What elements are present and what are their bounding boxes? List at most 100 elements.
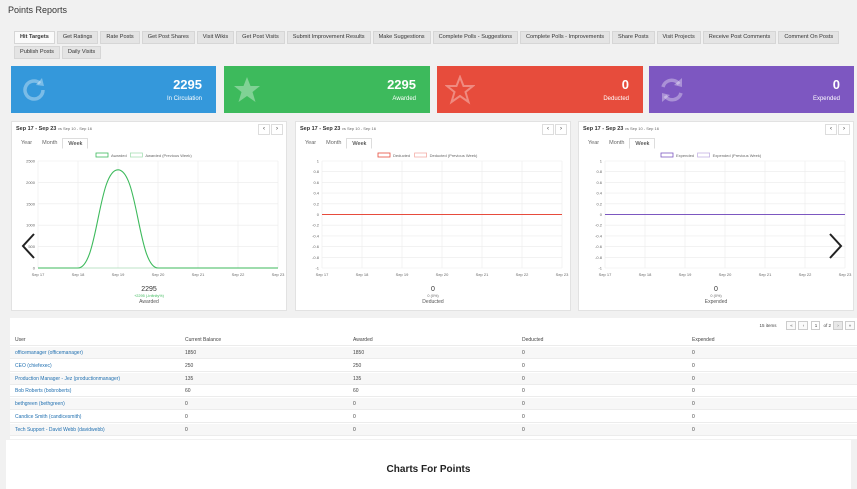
- period-tab-year[interactable]: Year: [305, 140, 317, 146]
- stat-value: 2295: [387, 77, 416, 92]
- period-tab-month[interactable]: Month: [609, 140, 625, 146]
- current-page-input[interactable]: 1: [811, 321, 821, 330]
- legend-label: Expended (Previous Week): [713, 153, 762, 158]
- summary-total: 0: [431, 286, 435, 293]
- y-tick-label: 1500: [26, 201, 36, 206]
- compare-range: vs Sep 10 - Sep 16: [57, 126, 92, 131]
- stat-label: Awarded: [392, 96, 416, 102]
- y-tick-label: 0.6: [596, 180, 602, 185]
- tab-get-ratings[interactable]: Get Ratings: [56, 31, 99, 44]
- panel-summary: 2295 +2295 (-Infinity%) Awarded: [12, 286, 286, 305]
- user-link[interactable]: Production Manager - Jez (productionmana…: [15, 375, 121, 382]
- y-tick-label: -0.6: [595, 244, 603, 249]
- stat-value: 0: [832, 77, 840, 92]
- x-tick-label: Sep 20: [152, 272, 165, 277]
- tab-rate-posts[interactable]: Rate Posts: [100, 31, 140, 44]
- tab-visit-projects[interactable]: Visit Projects: [656, 31, 701, 44]
- refresh-icon: [23, 78, 45, 101]
- table-cell: 0: [692, 362, 695, 369]
- y-tick-label: 0.6: [313, 180, 319, 185]
- tab-visit-wikis[interactable]: Visit Wikis: [196, 31, 235, 44]
- chart-panel-awarded: Sep 17 - Sep 23 vs Sep 10 - Sep 16 ‹ › Year…: [11, 121, 287, 311]
- x-tick-label: Sep 23: [839, 272, 852, 277]
- tab-complete-polls-improvements[interactable]: Complete Polls - Improvements: [520, 31, 611, 44]
- table-cell: 250: [353, 362, 362, 369]
- stat-card-in-circulation: 2295 In Circulation: [11, 66, 216, 113]
- tab-share-posts[interactable]: Share Posts: [612, 31, 655, 44]
- period-tab-week[interactable]: Week: [346, 138, 373, 149]
- period-tab-month[interactable]: Month: [42, 140, 58, 146]
- x-tick-label: Sep 20: [719, 272, 732, 277]
- user-link[interactable]: Tech Support - David Webb (davidwebb): [15, 426, 105, 433]
- stat-label: In Circulation: [166, 96, 202, 102]
- table-cell: 0: [185, 401, 188, 408]
- last-page-button[interactable]: »: [845, 321, 855, 330]
- user-link[interactable]: Candice Smith (candicesmith): [15, 414, 82, 420]
- column-header-expended[interactable]: Expended: [692, 337, 715, 343]
- tab-make-suggestions[interactable]: Make Suggestions: [372, 31, 431, 44]
- carousel-next-icon[interactable]: [826, 232, 844, 260]
- tab-submit-improvement-results[interactable]: Submit Improvement Results: [286, 31, 371, 44]
- user-link[interactable]: Bob Roberts (bobroberts): [15, 388, 72, 395]
- legend-swatch-current: [660, 152, 674, 158]
- table-cell: 0: [353, 426, 356, 433]
- legend-swatch-current: [95, 152, 109, 158]
- date-range: Sep 17 - Sep 23: [583, 126, 624, 132]
- chart-panel-expended: Sep 17 - Sep 23 vs Sep 10 - Sep 16 ‹ › Year…: [578, 121, 854, 311]
- chart-prev-button[interactable]: ‹: [258, 124, 270, 135]
- column-header-deducted[interactable]: Deducted: [522, 337, 544, 343]
- column-header-current-balance[interactable]: Current Balance: [185, 337, 222, 343]
- tab-receive-post-comments[interactable]: Receive Post Comments: [702, 31, 777, 44]
- chart-next-button[interactable]: ›: [271, 124, 283, 135]
- period-tab-week[interactable]: Week: [629, 138, 656, 149]
- first-page-button[interactable]: «: [786, 321, 797, 330]
- column-header-awarded[interactable]: Awarded: [353, 337, 373, 343]
- x-tick-label: Sep 23: [556, 272, 569, 277]
- legend-swatch-current: [377, 152, 391, 158]
- table-cell: 0: [692, 414, 695, 420]
- y-tick-label: 0: [600, 212, 603, 217]
- next-page-button[interactable]: ›: [833, 321, 843, 330]
- y-tick-label: -0.4: [312, 233, 320, 238]
- x-tick-label: Sep 18: [72, 272, 85, 277]
- tab-get-post-visits[interactable]: Get Post Visits: [236, 31, 285, 44]
- user-link[interactable]: officemanager (officemanager): [15, 350, 83, 356]
- compare-range: vs Sep 10 - Sep 16: [624, 126, 659, 131]
- date-range: Sep 17 - Sep 23: [16, 126, 57, 132]
- stat-value: 0: [621, 77, 629, 92]
- legend-swatch-previous: [414, 152, 427, 158]
- carousel-prev-icon[interactable]: [20, 232, 38, 260]
- period-tab-month[interactable]: Month: [326, 140, 342, 146]
- tab-get-post-shares[interactable]: Get Post Shares: [141, 31, 195, 44]
- chart-legend: Expended Expended (Previous Week): [660, 152, 762, 158]
- table-cell: 60: [185, 388, 191, 395]
- tab-complete-polls-suggestions[interactable]: Complete Polls - Suggestions: [432, 31, 518, 44]
- legend-label: Deducted (Previous Week): [430, 153, 478, 158]
- chart-prev-button[interactable]: ‹: [542, 124, 554, 135]
- column-header-user[interactable]: User: [15, 337, 26, 343]
- tab-daily-visits[interactable]: Daily Visits: [61, 46, 102, 59]
- table-row: CEO (chiefexec) 250 250 0 0: [10, 359, 857, 372]
- tab-comment-on-posts[interactable]: Comment On Posts: [778, 31, 840, 44]
- y-tick-label: -1: [315, 266, 319, 271]
- prev-page-button[interactable]: ‹: [798, 321, 809, 330]
- tab-hit-targets[interactable]: Hit Targets: [14, 31, 55, 44]
- table-cell: 135: [353, 375, 362, 382]
- legend-label: Awarded (Previous Week): [145, 153, 192, 158]
- y-tick-label: -0.8: [595, 255, 603, 260]
- period-tab-year[interactable]: Year: [21, 140, 33, 146]
- period-tab-year[interactable]: Year: [588, 140, 600, 146]
- y-tick-label: 0.4: [596, 191, 602, 196]
- date-range: Sep 17 - Sep 23: [300, 126, 341, 132]
- user-link[interactable]: bethgreen (bethgreen): [15, 401, 65, 408]
- period-tab-week[interactable]: Week: [62, 138, 89, 149]
- panel-date-range: Sep 17 - Sep 23 vs Sep 10 - Sep 16: [583, 126, 659, 132]
- tab-publish-posts[interactable]: Publish Posts: [14, 46, 60, 59]
- user-link[interactable]: CEO (chiefexec): [15, 362, 52, 369]
- chart-next-button[interactable]: ›: [838, 124, 850, 135]
- chart-next-button[interactable]: ›: [555, 124, 567, 135]
- footer: Charts For Points: [6, 440, 851, 489]
- line-chart-expended: Expended Expended (Previous Week) -1 -0.8 -0…: [595, 152, 852, 277]
- chart-prev-button[interactable]: ‹: [825, 124, 837, 135]
- summary-delta: 0 (0%): [710, 294, 722, 298]
